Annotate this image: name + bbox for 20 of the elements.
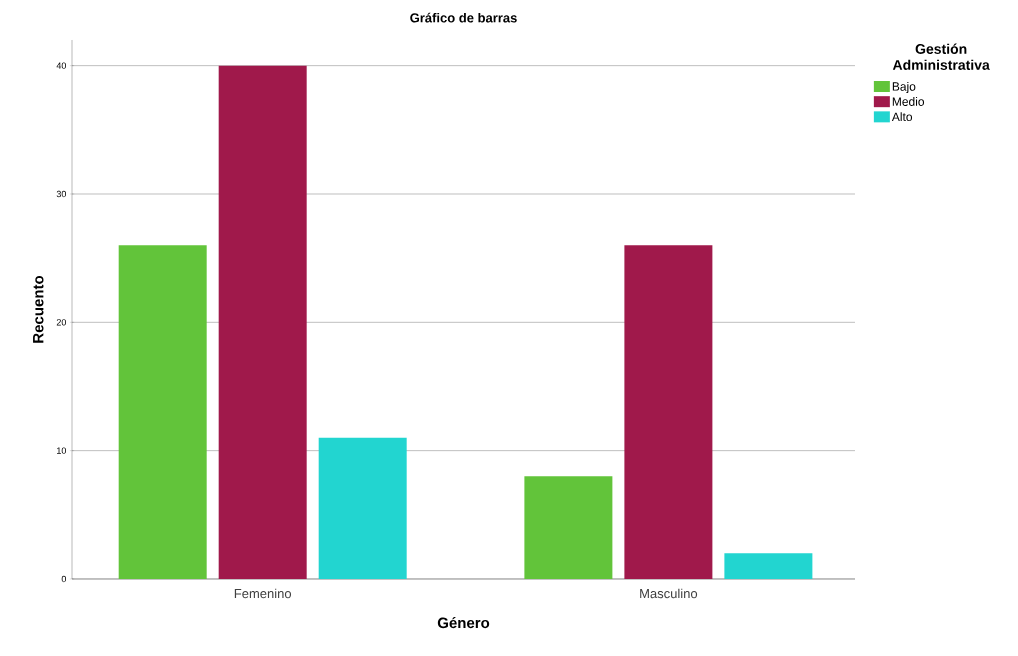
- legend-label: Bajo: [892, 81, 916, 94]
- y-tick-label: 0: [61, 575, 67, 583]
- bar: [118, 245, 207, 579]
- bar: [624, 245, 713, 579]
- chart-title: Gráfico de barras: [410, 12, 517, 23]
- x-axis-title: Género: [437, 617, 490, 629]
- bar: [318, 437, 407, 579]
- bar: [218, 65, 307, 579]
- legend-title: Gestión Administrativa: [892, 43, 990, 70]
- y-tick-label: 10: [57, 447, 67, 454]
- y-tick-label: 30: [56, 190, 67, 198]
- legend-label: Alto: [891, 112, 913, 122]
- bar: [724, 553, 813, 579]
- x-tick-label: Masculino: [640, 588, 698, 599]
- x-tick-label: Femenino: [234, 588, 292, 599]
- bar: [524, 476, 613, 579]
- y-tick-label: 20: [56, 319, 67, 326]
- legend-label: Medio: [892, 97, 925, 106]
- y-axis-title: Recuento: [33, 275, 44, 343]
- y-tick-label: 40: [56, 62, 67, 69]
